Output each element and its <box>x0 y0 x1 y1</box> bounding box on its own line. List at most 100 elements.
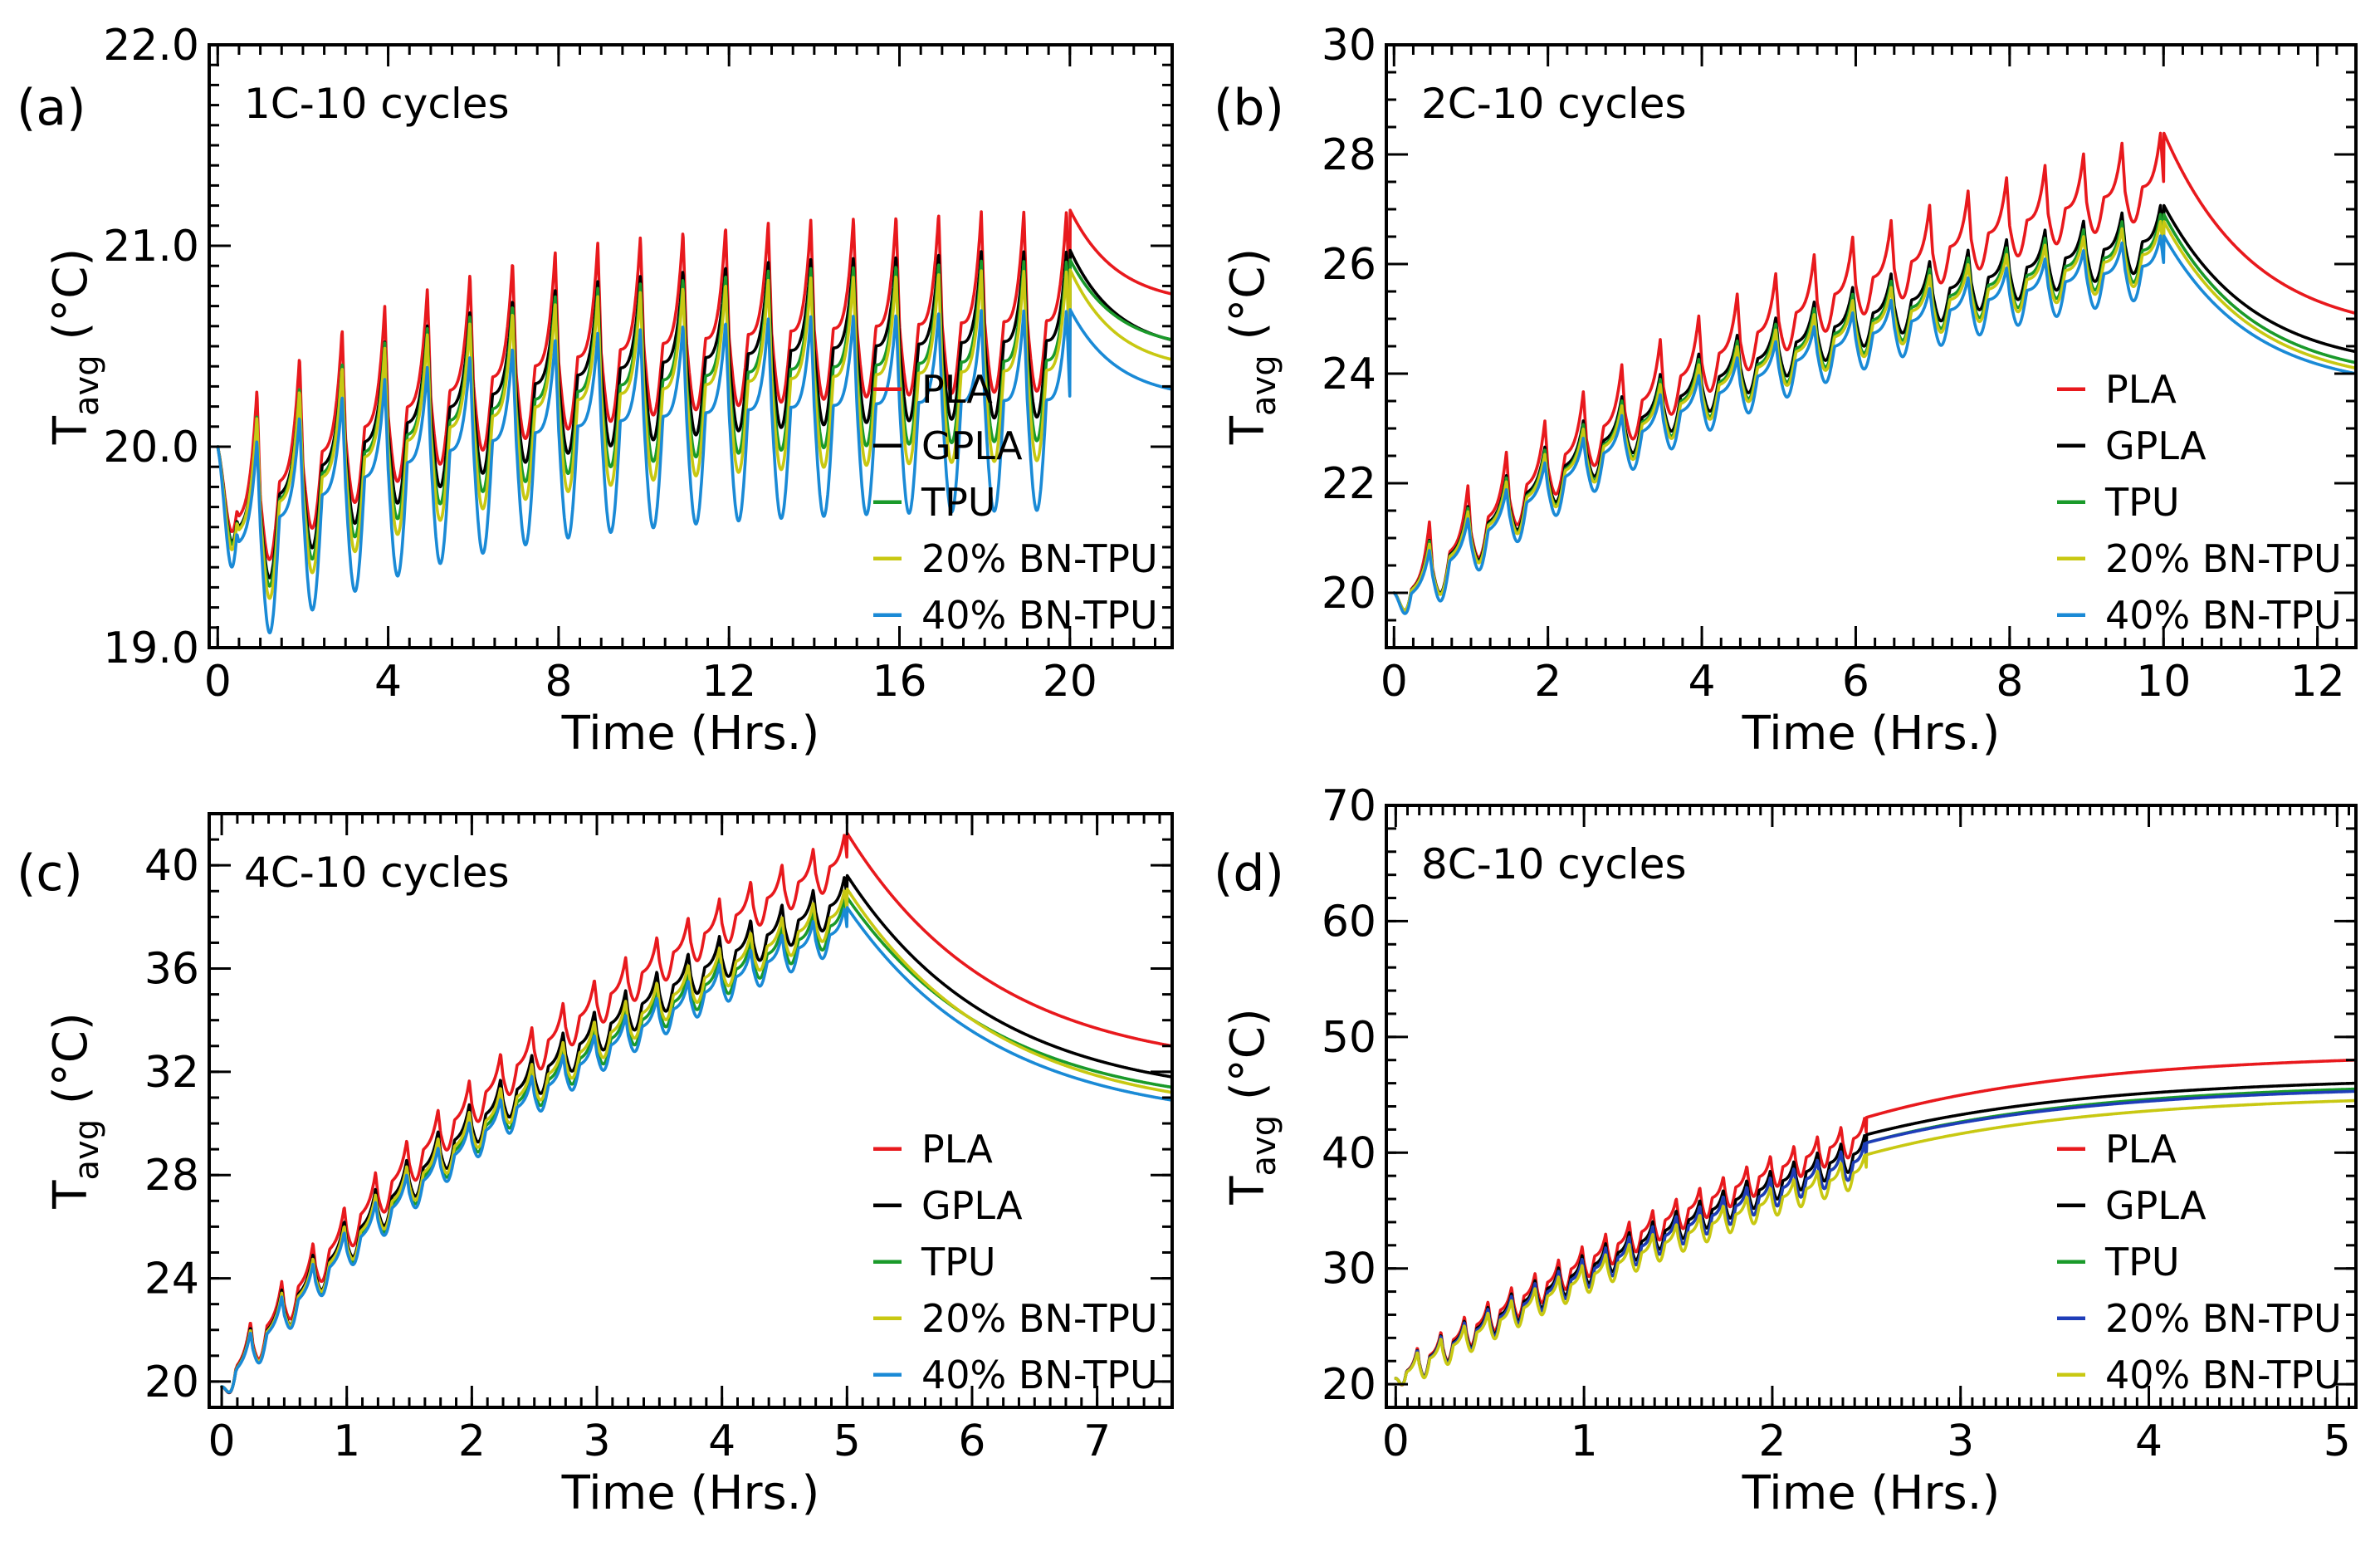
x-axis-title: Time (Hrs.) <box>1742 1466 2001 1520</box>
y-axis-title: Tavg (°C) <box>44 248 106 445</box>
legend-label: 20% BN-TPU <box>921 536 1158 581</box>
y-tick-label: 32 <box>144 1048 199 1098</box>
panel-label: (a) <box>17 79 86 137</box>
series-line-pla <box>216 208 1172 561</box>
x-tick-label: 2 <box>1534 657 1561 707</box>
x-tick-label: 1 <box>333 1416 360 1466</box>
legend-label: 20% BN-TPU <box>921 1296 1158 1341</box>
x-tick-label: 16 <box>872 657 926 707</box>
y-tick-label: 30 <box>1322 1245 1376 1294</box>
x-tick-label: 4 <box>1688 657 1716 707</box>
x-tick-label: 4 <box>708 1416 736 1466</box>
panel-d: 0 1 2 3 4 5 20 30 40 50 60 70 Time (Hrs.) Tavg (°C) (d… <box>1214 781 2358 1520</box>
series-group <box>220 831 1172 1395</box>
legend-label: 40% BN-TPU <box>921 1353 1158 1397</box>
y-axis-title: Tavg (°C) <box>1221 1008 1283 1205</box>
y-tick-label: 36 <box>144 945 199 995</box>
legend-label: GPLA <box>2105 1183 2207 1228</box>
y-tick-label: 28 <box>1322 130 1376 180</box>
series-line-20-bn-tpu <box>1394 1089 2356 1387</box>
y-tick-label: 24 <box>1322 350 1376 399</box>
legend-label: GPLA <box>921 423 1023 468</box>
x-tick-label: 5 <box>2324 1416 2351 1466</box>
y-tick-label: 19.0 <box>103 624 199 673</box>
x-tick-label: 8 <box>1996 657 2023 707</box>
x-tick-label: 2 <box>458 1416 486 1466</box>
x-tick-label: 0 <box>208 1416 236 1466</box>
series-line-40-bn-tpu <box>1394 1098 2356 1387</box>
x-tick-label: 5 <box>833 1416 861 1466</box>
legend-label: 40% BN-TPU <box>2105 1353 2342 1397</box>
legend: PLA GPLA TPU 20% BN-TPU 40% BN-TPU <box>873 367 1158 638</box>
panel-title: 8C-10 cycles <box>1421 840 1687 888</box>
legend: PLA GPLA TPU 20% BN-TPU 40% BN-TPU <box>873 1127 1158 1397</box>
y-tick-label: 20 <box>1322 1360 1376 1410</box>
panel-title: 4C-10 cycles <box>244 849 510 897</box>
x-tick-label: 4 <box>374 657 402 707</box>
panel-label: (d) <box>1214 844 1284 903</box>
series-group <box>216 208 1172 634</box>
series-line-40-bn-tpu <box>216 308 1172 634</box>
y-tick-label: 21.0 <box>103 222 199 272</box>
y-tick-label: 50 <box>1322 1013 1376 1063</box>
x-tick-label: 10 <box>2136 657 2191 707</box>
x-tick-label: 2 <box>1758 1416 1786 1466</box>
x-tick-label: 0 <box>1381 657 1408 707</box>
panel-a: 0 4 8 12 16 20 19.0 20.0 21.0 22.0 Time (Hrs.) Tavg… <box>17 21 1174 761</box>
x-tick-label: 8 <box>545 657 572 707</box>
x-axis-title: Time (Hrs.) <box>1742 707 2001 761</box>
legend-label: 20% BN-TPU <box>2105 536 2342 581</box>
series-line-pla <box>220 831 1172 1395</box>
legend-label: 20% BN-TPU <box>2105 1296 2342 1341</box>
legend-label: TPU <box>2104 480 2180 525</box>
y-tick-label: 20 <box>144 1358 199 1407</box>
x-tick-label: 6 <box>958 1416 985 1466</box>
series-group <box>1394 1058 2356 1387</box>
legend: PLA GPLA TPU 20% BN-TPU 40% BN-TPU <box>2057 367 2342 638</box>
panel-title: 1C-10 cycles <box>244 80 510 128</box>
x-tick-label: 3 <box>1947 1416 1974 1466</box>
legend-label: PLA <box>921 1127 993 1172</box>
legend-label: 40% BN-TPU <box>921 593 1158 638</box>
legend-label: TPU <box>921 480 996 525</box>
series-group <box>1392 131 2356 615</box>
legend-label: GPLA <box>921 1183 1023 1228</box>
y-tick-label: 40 <box>1322 1128 1376 1178</box>
y-tick-label: 22.0 <box>103 21 199 71</box>
panel-label: (b) <box>1214 79 1284 137</box>
legend-label: TPU <box>2104 1240 2180 1284</box>
y-tick-label: 70 <box>1322 781 1376 831</box>
legend-label: PLA <box>2105 367 2177 412</box>
x-axis-title: Time (Hrs.) <box>561 707 820 761</box>
panel-c: 0 1 2 3 4 5 6 7 20 24 28 32 36 40 Time (Hrs.) Tavg (°C)… <box>17 812 1174 1520</box>
series-line-pla <box>1394 1058 2356 1387</box>
y-tick-label: 20 <box>1322 569 1376 619</box>
series-line-pla <box>1392 131 2356 614</box>
y-tick-label: 40 <box>144 841 199 891</box>
x-tick-label: 1 <box>1571 1416 1598 1466</box>
y-axis-title: Tavg (°C) <box>44 1012 106 1209</box>
x-tick-label: 7 <box>1083 1416 1111 1466</box>
x-tick-label: 0 <box>204 657 232 707</box>
x-tick-label: 4 <box>2135 1416 2163 1466</box>
x-tick-label: 6 <box>1842 657 1869 707</box>
legend-label: PLA <box>921 367 993 412</box>
series-line-40-bn-tpu <box>220 906 1172 1394</box>
y-tick-label: 24 <box>144 1255 199 1304</box>
legend-label: PLA <box>2105 1127 2177 1172</box>
legend-label: GPLA <box>2105 423 2207 468</box>
legend: PLA GPLA TPU 20% BN-TPU 40% BN-TPU <box>2057 1127 2342 1397</box>
x-tick-label: 12 <box>2290 657 2345 707</box>
x-tick-label: 0 <box>1382 1416 1410 1466</box>
y-tick-label: 26 <box>1322 240 1376 290</box>
panel-label: (c) <box>17 844 83 903</box>
y-tick-label: 30 <box>1322 21 1376 71</box>
y-tick-label: 28 <box>144 1151 199 1201</box>
series-line-20-bn-tpu <box>220 887 1172 1394</box>
y-tick-label: 60 <box>1322 897 1376 947</box>
x-tick-label: 3 <box>583 1416 610 1466</box>
legend-label: TPU <box>921 1240 996 1284</box>
y-tick-label: 20.0 <box>103 423 199 472</box>
